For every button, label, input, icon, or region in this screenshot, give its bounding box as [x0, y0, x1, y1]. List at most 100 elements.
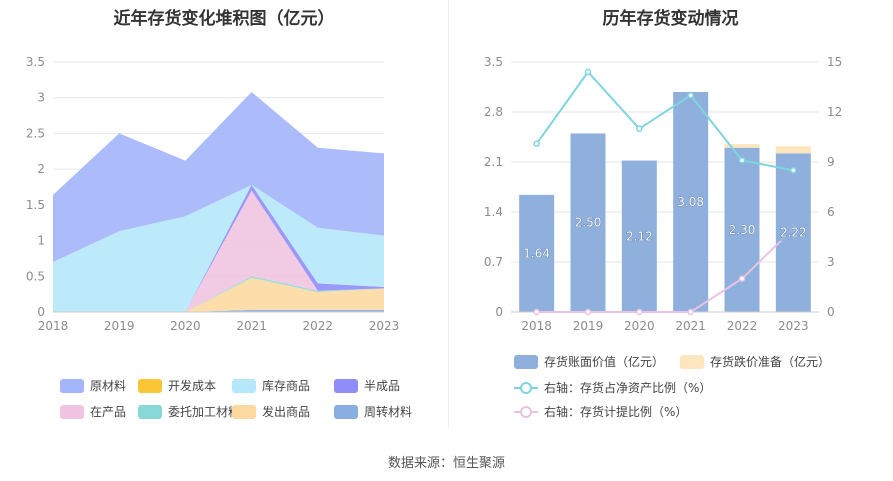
legend-label: 开发成本: [168, 379, 217, 393]
data-label-bg: [571, 213, 605, 231]
legend-item[interactable]: 在产品: [60, 403, 126, 420]
bar-book-value: [673, 92, 709, 312]
legend-swatch: [334, 378, 358, 393]
y-left-tick-label: 1.4: [484, 205, 503, 219]
legend-swatch: [138, 378, 162, 393]
y-tick-label: 0.5: [26, 269, 45, 283]
y-left-tick-label: 3.5: [484, 55, 503, 69]
right-chart-title: 历年存货变动情况: [602, 9, 739, 29]
legend-line-provision-ratio[interactable]: 右轴：存货计提比例（%）: [514, 403, 687, 420]
bar-book-value: [570, 133, 606, 312]
x-tick-label: 2023: [778, 319, 809, 330]
y-left-tick-label: 0: [495, 305, 503, 319]
line-point: [738, 157, 746, 164]
y-tick-label: 3.5: [26, 55, 45, 69]
bar-data-label: 3.08: [677, 195, 704, 209]
legend-label: 存货跌价准备（亿元）: [710, 355, 831, 369]
line-net-asset-ratio: [535, 70, 794, 172]
y-tick-label: 0: [37, 305, 45, 319]
legend-swatch: [514, 354, 538, 369]
bar-book-value: [724, 147, 760, 312]
bar-data-label: 1.64: [523, 246, 550, 260]
legend-line-swatch: [514, 381, 538, 395]
area-series: [53, 309, 384, 312]
y-tick-label: 1: [37, 234, 45, 248]
x-tick-label: 2019: [573, 319, 604, 330]
y-right-tick-label: 12: [827, 105, 842, 119]
legend-label: 在产品: [90, 405, 127, 419]
legend-item[interactable]: 原材料: [60, 377, 126, 394]
x-tick-label: 2021: [675, 319, 706, 330]
y-left-tick-label: 2.8: [484, 105, 503, 119]
bar-book-value: [519, 194, 555, 312]
legend-swatch: [334, 404, 358, 419]
line-provision-ratio: [536, 227, 795, 313]
data-label-bg: [519, 244, 554, 262]
legend-bar-impairment[interactable]: 存货跌价准备（亿元）: [680, 353, 830, 370]
bar-book-value: [775, 153, 811, 312]
legend-swatch: [60, 404, 84, 419]
line-point: [790, 225, 797, 232]
line-point: [584, 308, 592, 316]
legend-label: 存货账面价值（亿元）: [544, 355, 665, 369]
legend-item[interactable]: 发出商品: [232, 403, 310, 420]
y-tick-label: 2: [37, 162, 45, 176]
legend-swatch: [680, 354, 704, 369]
legend-label: 右轴：存货计提比例（%）: [544, 405, 688, 419]
x-tick-label: 2018: [521, 319, 552, 330]
line-point: [636, 308, 643, 316]
legend-label: 发出商品: [262, 405, 311, 419]
panel-divider: [448, 0, 449, 428]
left-area-chart: 0 0.5 1 1.5 2 2.5 3 3.5 2018 2019 2020 2021 2022 2023: [26, 55, 399, 330]
line-point: [533, 308, 540, 316]
bar-data-label: 2.12: [626, 229, 653, 243]
legend-bar-book-value[interactable]: 存货账面价值（亿元）: [514, 353, 664, 370]
x-tick-label: 2020: [624, 319, 655, 330]
y-tick-label: 3: [37, 91, 45, 105]
bar-impairment: [775, 146, 811, 154]
legend-item[interactable]: 周转材料: [334, 403, 412, 420]
data-label-bg: [776, 223, 811, 241]
data-source: 数据来源：恒生聚源: [387, 456, 505, 471]
area-series: [53, 92, 384, 262]
y-tick-label: 2.5: [26, 126, 45, 140]
legend-swatch: [232, 378, 256, 393]
legend-swatch: [138, 404, 162, 419]
x-tick-label: 2022: [727, 319, 758, 330]
left-chart-title: 近年存货变化堆积图（亿元）: [113, 9, 335, 29]
line-point: [790, 167, 797, 174]
legend-label: 原材料: [90, 379, 127, 393]
area-series: [53, 184, 384, 312]
y-right-tick-label: 0: [827, 305, 835, 319]
line-point: [636, 125, 643, 132]
data-label-bg: [725, 220, 759, 238]
legend-line-swatch: [514, 405, 538, 419]
line-point: [533, 140, 540, 147]
bar-book-value: [621, 160, 657, 312]
legend-item[interactable]: 委托加工材料: [138, 403, 240, 420]
line-point: [687, 308, 694, 316]
legend-item[interactable]: 半成品: [334, 377, 400, 394]
area-series: [53, 190, 384, 312]
legend-swatch: [232, 404, 256, 419]
legend-swatch: [60, 378, 84, 393]
y-left-tick-label: 2.1: [484, 155, 503, 169]
bar-data-label: 2.50: [575, 216, 602, 230]
legend-item[interactable]: 开发成本: [138, 377, 216, 394]
bar-data-label: 2.30: [729, 223, 756, 237]
x-tick-label: 2022: [303, 319, 334, 330]
legend-line-net-asset-ratio[interactable]: 右轴：存货占净资产比例（%）: [514, 379, 711, 396]
line-point: [584, 68, 592, 76]
x-tick-label: 2019: [104, 319, 135, 330]
data-label-bg: [622, 227, 657, 245]
y-right-tick-label: 9: [827, 155, 835, 169]
x-tick-label: 2018: [38, 319, 69, 330]
legend-label: 右轴：存货占净资产比例（%）: [544, 381, 712, 395]
legend-item[interactable]: 库存商品: [232, 377, 310, 394]
bar-data-label: 2.22: [780, 226, 807, 240]
y-right-tick-label: 3: [827, 255, 835, 269]
line-point: [687, 92, 694, 99]
y-left-tick-label: 0.7: [484, 255, 503, 269]
bar-impairment: [724, 144, 760, 148]
legend-label: 库存商品: [262, 379, 311, 393]
